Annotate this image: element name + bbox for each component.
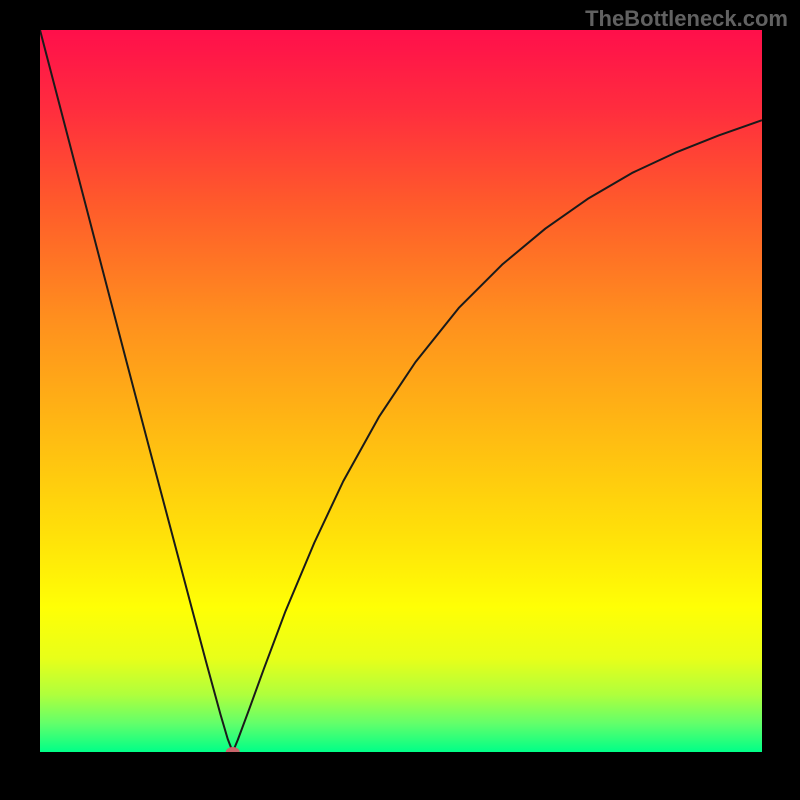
gradient-background bbox=[40, 30, 762, 752]
chart-svg bbox=[40, 30, 762, 752]
watermark-text: TheBottleneck.com bbox=[585, 6, 788, 32]
plot-area bbox=[40, 30, 762, 752]
chart-frame: TheBottleneck.com bbox=[0, 0, 800, 800]
